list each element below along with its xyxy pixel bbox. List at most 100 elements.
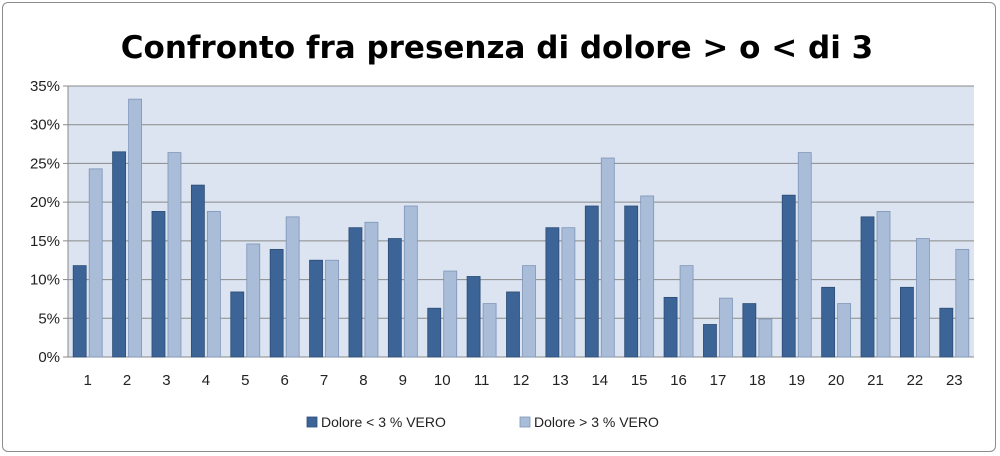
bar-group <box>545 227 576 358</box>
bar-dolore-gt-3 <box>797 152 812 358</box>
bar-dolore-gt-3 <box>916 238 930 358</box>
x-tick-label: 17 <box>710 372 727 389</box>
bar-group <box>663 265 694 358</box>
bar-group <box>584 157 615 358</box>
x-tick-label: 12 <box>513 372 530 389</box>
bar-group <box>309 259 339 358</box>
bar-dolore-lt-3 <box>742 303 757 358</box>
bar-dolore-lt-3 <box>387 238 402 358</box>
bar-group <box>387 205 418 358</box>
bar-dolore-gt-3 <box>719 297 733 358</box>
legend-item-dolore-lt-3: Dolore < 3 % VERO <box>306 414 446 430</box>
bar-group <box>742 303 773 358</box>
chart-title: Confronto fra presenza di dolore > o < d… <box>121 30 873 66</box>
bar-dolore-gt-3 <box>955 248 970 358</box>
y-tick-label: 30% <box>30 117 60 134</box>
x-tick-label: 22 <box>907 372 924 389</box>
bar-group <box>427 270 458 358</box>
bar-dolore-gt-3 <box>443 270 458 358</box>
y-tick-label: 0% <box>38 349 60 366</box>
x-tick-label: 10 <box>434 372 451 389</box>
bar-group <box>900 238 930 358</box>
bar-dolore-gt-3 <box>600 157 615 358</box>
bar-dolore-lt-3 <box>309 259 323 358</box>
bar-dolore-gt-3 <box>403 205 418 358</box>
bar-dolore-lt-3 <box>348 227 363 358</box>
bar-group <box>72 168 103 358</box>
x-tick-label: 21 <box>867 372 884 389</box>
x-tick-label: 8 <box>359 372 367 389</box>
x-tick-label: 11 <box>474 372 490 389</box>
x-tick-label: 19 <box>788 372 805 389</box>
bar-dolore-lt-3 <box>821 286 836 358</box>
bar-group <box>939 248 970 358</box>
legend-label: Dolore < 3 % VERO <box>321 414 446 430</box>
bar-dolore-gt-3 <box>561 227 576 358</box>
bar-dolore-gt-3 <box>167 152 182 358</box>
bar-dolore-lt-3 <box>624 205 639 358</box>
bar-dolore-gt-3 <box>640 195 655 358</box>
legend-swatch <box>519 416 531 428</box>
x-tick-label: 1 <box>84 372 92 389</box>
bar-group <box>466 276 497 358</box>
bar-dolore-gt-3 <box>88 168 103 358</box>
bar-dolore-lt-3 <box>506 291 520 358</box>
bar-group <box>624 195 655 358</box>
bar-dolore-lt-3 <box>72 265 87 358</box>
bar-group <box>860 211 891 358</box>
bar-dolore-lt-3 <box>190 184 205 358</box>
bar-dolore-gt-3 <box>206 211 221 358</box>
bar-dolore-gt-3 <box>246 243 261 358</box>
bar-group <box>269 216 300 358</box>
legend: Dolore < 3 % VERO Dolore > 3 % VERO <box>306 414 659 430</box>
x-tick-label: 14 <box>591 372 608 389</box>
bar-dolore-gt-3 <box>522 265 536 358</box>
bar-group <box>348 221 379 358</box>
bar-dolore-gt-3 <box>482 303 497 358</box>
bar-group <box>506 265 536 358</box>
x-tick-label: 2 <box>123 372 131 389</box>
bar-dolore-gt-3 <box>325 259 339 358</box>
x-tick-label: 13 <box>552 372 569 389</box>
bar-dolore-lt-3 <box>466 276 481 358</box>
plot-area: 0%5%10%15%20%25%30%35%1 2 3 4 5 6 7 8 9 10 11 12 13 1… <box>30 78 974 389</box>
legend-swatch <box>306 416 318 428</box>
bar-dolore-gt-3 <box>679 265 694 358</box>
x-tick-label: 15 <box>631 372 648 389</box>
bar-group <box>781 152 812 358</box>
bar-dolore-gt-3 <box>364 221 379 358</box>
bar-dolore-lt-3 <box>939 307 954 358</box>
bar-dolore-lt-3 <box>860 216 875 358</box>
bar-dolore-lt-3 <box>112 151 126 358</box>
bar-dolore-lt-3 <box>900 286 914 358</box>
legend-label: Dolore > 3 % VERO <box>534 414 659 430</box>
bar-dolore-lt-3 <box>230 291 245 358</box>
bar-dolore-gt-3 <box>285 216 300 358</box>
bar-dolore-gt-3 <box>758 318 773 358</box>
bar-dolore-lt-3 <box>151 211 166 358</box>
x-tick-label: 5 <box>241 372 249 389</box>
x-tick-label: 16 <box>670 372 687 389</box>
x-tick-label: 3 <box>162 372 170 389</box>
bar-dolore-lt-3 <box>584 205 599 358</box>
y-tick-label: 35% <box>30 78 60 95</box>
y-tick-label: 5% <box>38 310 60 327</box>
x-tick-label: 4 <box>202 372 210 389</box>
x-tick-label: 20 <box>828 372 845 389</box>
y-tick-label: 10% <box>30 272 60 289</box>
bar-group <box>703 297 733 358</box>
bar-group <box>112 98 142 358</box>
x-tick-label: 9 <box>399 372 407 389</box>
bar-group <box>190 184 221 358</box>
x-tick-label: 18 <box>749 372 766 389</box>
bar-dolore-lt-3 <box>663 296 678 358</box>
bar-group <box>821 286 852 358</box>
x-tick-label: 7 <box>320 372 328 389</box>
bar-dolore-lt-3 <box>545 227 560 358</box>
bar-dolore-gt-3 <box>876 211 891 358</box>
bar-dolore-gt-3 <box>837 303 852 358</box>
bar-group <box>151 152 182 358</box>
bar-dolore-lt-3 <box>427 307 442 358</box>
x-tick-label: 23 <box>946 372 963 389</box>
